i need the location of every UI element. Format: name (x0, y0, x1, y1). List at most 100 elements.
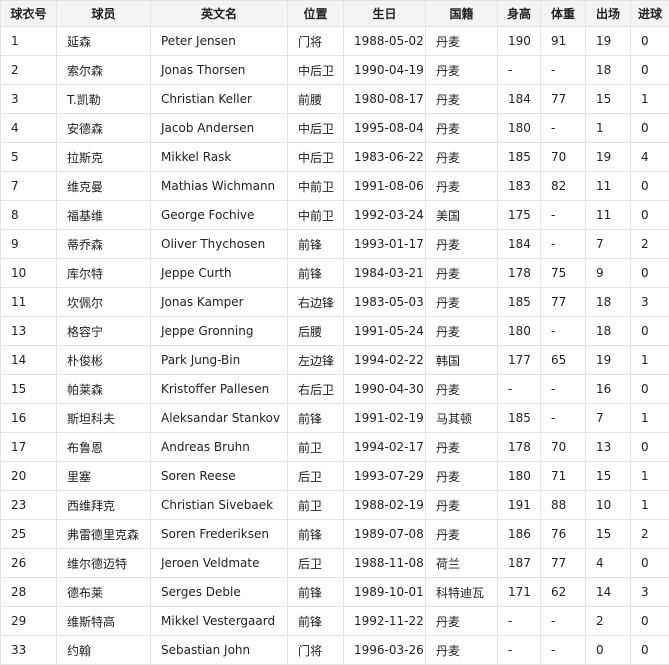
table-cell: 库尔特 (57, 259, 151, 288)
table-cell: - (541, 114, 586, 143)
table-cell: 丹麦 (426, 114, 498, 143)
table-cell: 13 (586, 433, 631, 462)
table-cell: 0 (631, 172, 669, 201)
table-cell: 70 (541, 143, 586, 172)
table-cell: 后腰 (288, 317, 344, 346)
table-cell: 前锋 (288, 607, 344, 636)
table-cell: Jeppe Curth (151, 259, 288, 288)
table-cell: 1983-06-22 (344, 143, 426, 172)
table-cell: 丹麦 (426, 491, 498, 520)
table-cell: 1 (631, 462, 669, 491)
table-cell: 1992-03-24 (344, 201, 426, 230)
table-cell: 0 (631, 56, 669, 85)
table-cell: 190 (498, 27, 541, 56)
table-cell: 191 (498, 491, 541, 520)
table-cell: 右边锋 (288, 288, 344, 317)
table-cell: 28 (1, 578, 57, 607)
table-cell: 丹麦 (426, 85, 498, 114)
table-cell: 中后卫 (288, 143, 344, 172)
table-cell: 175 (498, 201, 541, 230)
table-cell: 前卫 (288, 491, 344, 520)
header-cell: 进球 (631, 1, 669, 27)
table-cell: - (541, 607, 586, 636)
table-cell: 前锋 (288, 404, 344, 433)
table-cell: 0 (631, 259, 669, 288)
table-cell: 62 (541, 578, 586, 607)
table-cell: George Fochive (151, 201, 288, 230)
table-cell: 约翰 (57, 636, 151, 665)
table-cell: - (541, 404, 586, 433)
table-cell: 前锋 (288, 230, 344, 259)
table-cell: 184 (498, 230, 541, 259)
table-cell: 1990-04-30 (344, 375, 426, 404)
table-cell: 180 (498, 114, 541, 143)
table-cell: 185 (498, 404, 541, 433)
table-cell: 荷兰 (426, 549, 498, 578)
table-cell: Soren Reese (151, 462, 288, 491)
table-cell: 180 (498, 317, 541, 346)
table-cell: 布鲁恩 (57, 433, 151, 462)
table-cell: 178 (498, 259, 541, 288)
table-cell: 15 (1, 375, 57, 404)
table-cell: - (541, 317, 586, 346)
table-cell: 门将 (288, 636, 344, 665)
table-cell: 安德森 (57, 114, 151, 143)
table-cell: Park Jung-Bin (151, 346, 288, 375)
table-cell: 1992-11-22 (344, 607, 426, 636)
table-cell: 斯坦科夫 (57, 404, 151, 433)
table-cell: 丹麦 (426, 433, 498, 462)
table-cell: 1989-10-01 (344, 578, 426, 607)
table-cell: 18 (586, 56, 631, 85)
table-cell: 1993-07-29 (344, 462, 426, 491)
table-cell: 1994-02-22 (344, 346, 426, 375)
table-cell: 185 (498, 288, 541, 317)
table-cell: 1995-08-04 (344, 114, 426, 143)
table-cell: Serges Deble (151, 578, 288, 607)
table-cell: 0 (631, 27, 669, 56)
table-cell: Oliver Thychosen (151, 230, 288, 259)
table-cell: 福基维 (57, 201, 151, 230)
table-cell: 1988-02-19 (344, 491, 426, 520)
table-cell: 4 (631, 143, 669, 172)
table-cell: 0 (631, 317, 669, 346)
table-cell: 75 (541, 259, 586, 288)
table-cell: 0 (631, 636, 669, 665)
table-cell: 7 (586, 230, 631, 259)
table-cell: 0 (631, 375, 669, 404)
table-cell: 11 (586, 172, 631, 201)
table-cell: Peter Jensen (151, 27, 288, 56)
table-cell: 65 (541, 346, 586, 375)
table-cell: 1991-05-24 (344, 317, 426, 346)
table-cell: - (541, 201, 586, 230)
table-cell: 丹麦 (426, 462, 498, 491)
table-cell: 1 (586, 114, 631, 143)
table-cell: 9 (1, 230, 57, 259)
table-cell: Jonas Thorsen (151, 56, 288, 85)
table-cell: 门将 (288, 27, 344, 56)
table-cell: 171 (498, 578, 541, 607)
table-cell: 9 (586, 259, 631, 288)
table-cell: 丹麦 (426, 172, 498, 201)
table-cell: 格容宁 (57, 317, 151, 346)
table-cell: 科特迪瓦 (426, 578, 498, 607)
table-cell: 17 (1, 433, 57, 462)
table-cell: 82 (541, 172, 586, 201)
table-cell: 左边锋 (288, 346, 344, 375)
table-cell: 25 (1, 520, 57, 549)
table-cell: 177 (498, 346, 541, 375)
table-cell: Aleksandar Stankov (151, 404, 288, 433)
table-cell: 2 (631, 520, 669, 549)
table-cell: 185 (498, 143, 541, 172)
table-cell: 朴俊彬 (57, 346, 151, 375)
